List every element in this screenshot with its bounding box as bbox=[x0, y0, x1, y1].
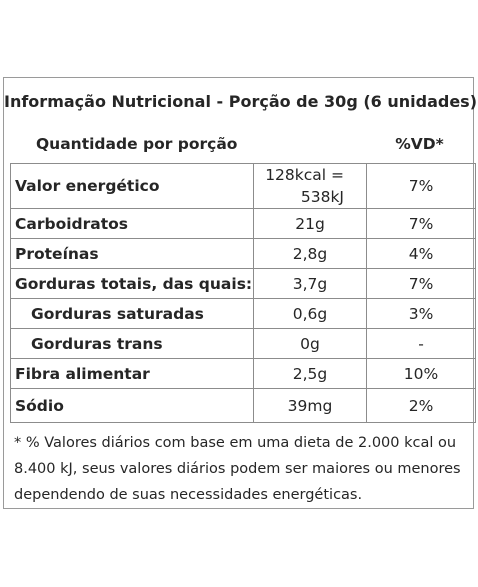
energy-kj: 538kJ bbox=[300, 188, 344, 206]
nutrient-vd: 10% bbox=[366, 358, 476, 389]
nutrient-amount: 2,8g bbox=[253, 238, 367, 269]
nutrient-name: Fibra alimentar bbox=[10, 358, 254, 389]
table-row: Sódio 39mg 2% bbox=[10, 388, 476, 423]
nutrient-vd: - bbox=[366, 328, 476, 359]
nutrition-facts-panel: Informação Nutricional - Porção de 30g (… bbox=[3, 77, 478, 509]
nutrient-name: Valor energético bbox=[10, 163, 254, 209]
nutrient-name: Gorduras totais, das quais: bbox=[10, 268, 254, 299]
nutrient-amount: 0,6g bbox=[253, 298, 367, 329]
nutrient-vd: 7% bbox=[366, 268, 476, 299]
table-row: Carboidratos 21g 7% bbox=[10, 208, 476, 239]
quantity-per-serving-header: Quantidade por porção bbox=[36, 135, 238, 153]
table-row: Proteínas 2,8g 4% bbox=[10, 238, 476, 269]
nutrient-vd: 4% bbox=[366, 238, 476, 269]
nutrition-title: Informação Nutricional - Porção de 30g (… bbox=[4, 92, 478, 111]
nutrient-vd: 7% bbox=[366, 163, 476, 209]
table-row: Gorduras saturadas 0,6g 3% bbox=[10, 298, 476, 329]
nutrient-name: Proteínas bbox=[10, 238, 254, 269]
nutrient-amount: 39mg bbox=[253, 388, 367, 423]
nutrient-name: Sódio bbox=[10, 388, 254, 423]
nutrient-amount: 3,7g bbox=[253, 268, 367, 299]
energy-kcal: 128kcal = bbox=[265, 166, 344, 184]
daily-value-footnote: * % Valores diários com base em uma diet… bbox=[14, 435, 461, 503]
nutrient-name: Carboidratos bbox=[10, 208, 254, 239]
table-row: Fibra alimentar 2,5g 10% bbox=[10, 358, 476, 389]
nutrient-name: Gorduras trans bbox=[10, 328, 254, 359]
nutrient-amount: 21g bbox=[253, 208, 367, 239]
nutrition-table: Valor energético 128kcal = 538kJ 7% Carb… bbox=[10, 163, 476, 423]
nutrient-vd: 2% bbox=[366, 388, 476, 423]
table-row: Gorduras totais, das quais: 3,7g 7% bbox=[10, 268, 476, 299]
nutrient-amount: 128kcal = 538kJ bbox=[253, 163, 367, 209]
table-row: Gorduras trans 0g - bbox=[10, 328, 476, 359]
nutrient-vd: 3% bbox=[366, 298, 476, 329]
nutrient-vd: 7% bbox=[366, 208, 476, 239]
table-row: Valor energético 128kcal = 538kJ 7% bbox=[10, 163, 476, 209]
daily-value-header: %VD* bbox=[395, 135, 444, 153]
nutrient-amount: 0g bbox=[253, 328, 367, 359]
nutrient-name: Gorduras saturadas bbox=[10, 298, 254, 329]
nutrient-amount: 2,5g bbox=[253, 358, 367, 389]
